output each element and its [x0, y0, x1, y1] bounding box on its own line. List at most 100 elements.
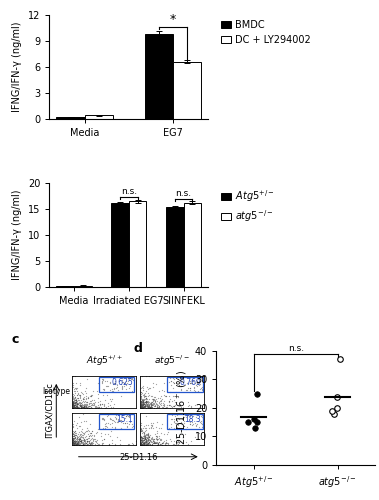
Point: [140, 404, 146, 411]
Point: [141, 428, 147, 436]
Point: [74, 402, 80, 410]
Point: [138, 388, 144, 396]
Point: [158, 424, 164, 432]
Point: [100, 440, 106, 448]
Point: [88, 434, 94, 442]
Point: [113, 380, 119, 388]
Point: [81, 439, 87, 447]
Point: [85, 440, 91, 448]
Point: [153, 400, 159, 408]
Point: [149, 440, 155, 448]
Point: [187, 379, 193, 387]
Point: [186, 373, 192, 381]
Point: [165, 428, 171, 436]
Point: [149, 403, 155, 411]
Point: [187, 420, 193, 428]
Point: [73, 437, 79, 445]
Point: [151, 437, 157, 445]
Point: [142, 434, 148, 442]
Point: [154, 435, 160, 443]
Point: [113, 424, 119, 432]
Point: [138, 402, 144, 409]
Point: [77, 398, 83, 406]
Point: [106, 420, 113, 428]
Point: [70, 400, 77, 407]
Point: [70, 400, 76, 407]
Point: [178, 419, 184, 427]
Point: [133, 437, 139, 445]
Point: [145, 403, 151, 411]
Point: [84, 376, 90, 384]
Point: [139, 440, 145, 448]
Point: [86, 434, 92, 442]
Bar: [99, 377, 135, 392]
Point: [146, 404, 152, 411]
Point: [151, 438, 157, 446]
Point: [77, 392, 83, 400]
Point: [74, 440, 80, 448]
Point: [70, 400, 77, 407]
Point: [74, 394, 80, 402]
Point: [70, 383, 76, 391]
Point: [129, 374, 135, 382]
Point: [148, 402, 154, 409]
Point: [187, 376, 193, 384]
Point: [75, 440, 81, 448]
Point: [78, 438, 84, 446]
Point: [138, 384, 144, 392]
Point: [175, 374, 181, 382]
Point: [71, 440, 77, 448]
Point: [70, 440, 76, 448]
Point: [94, 386, 100, 394]
Point: [140, 440, 146, 448]
Point: [73, 437, 79, 445]
Point: [70, 397, 76, 405]
Point: [145, 398, 151, 406]
Point: [171, 384, 177, 392]
Point: [145, 398, 151, 406]
Point: [146, 402, 152, 410]
Point: [71, 438, 77, 446]
Point: [183, 424, 189, 432]
Point: [151, 404, 157, 411]
Point: [138, 436, 144, 444]
Point: [171, 402, 177, 410]
Point: [138, 400, 144, 408]
Point: [138, 438, 144, 446]
Point: [124, 423, 130, 431]
Point: [130, 422, 136, 430]
Point: [89, 401, 95, 409]
Point: [172, 440, 178, 448]
Point: [125, 440, 131, 448]
Point: [201, 438, 207, 446]
Point: [108, 404, 114, 411]
Point: [138, 426, 144, 434]
Point: [140, 436, 146, 444]
Point: [77, 433, 83, 441]
Point: [146, 436, 152, 444]
Point: [147, 440, 153, 448]
Point: [96, 404, 102, 411]
Point: [140, 391, 146, 399]
Point: [196, 430, 202, 438]
Point: [75, 438, 81, 446]
Point: [140, 404, 146, 411]
Point: [148, 419, 154, 427]
Point: [147, 440, 153, 448]
Point: [141, 402, 147, 410]
Point: [142, 392, 148, 400]
Point: [107, 395, 113, 403]
Point: [79, 440, 85, 448]
Point: [77, 401, 83, 409]
Point: [74, 402, 80, 410]
Point: [144, 400, 150, 408]
Point: [72, 428, 78, 436]
Point: [73, 396, 79, 404]
Point: [138, 438, 144, 446]
Point: [138, 440, 144, 448]
Point: [141, 440, 147, 448]
Point: [93, 404, 99, 411]
Point: [70, 435, 76, 443]
Point: [159, 440, 165, 448]
Point: [88, 439, 94, 447]
